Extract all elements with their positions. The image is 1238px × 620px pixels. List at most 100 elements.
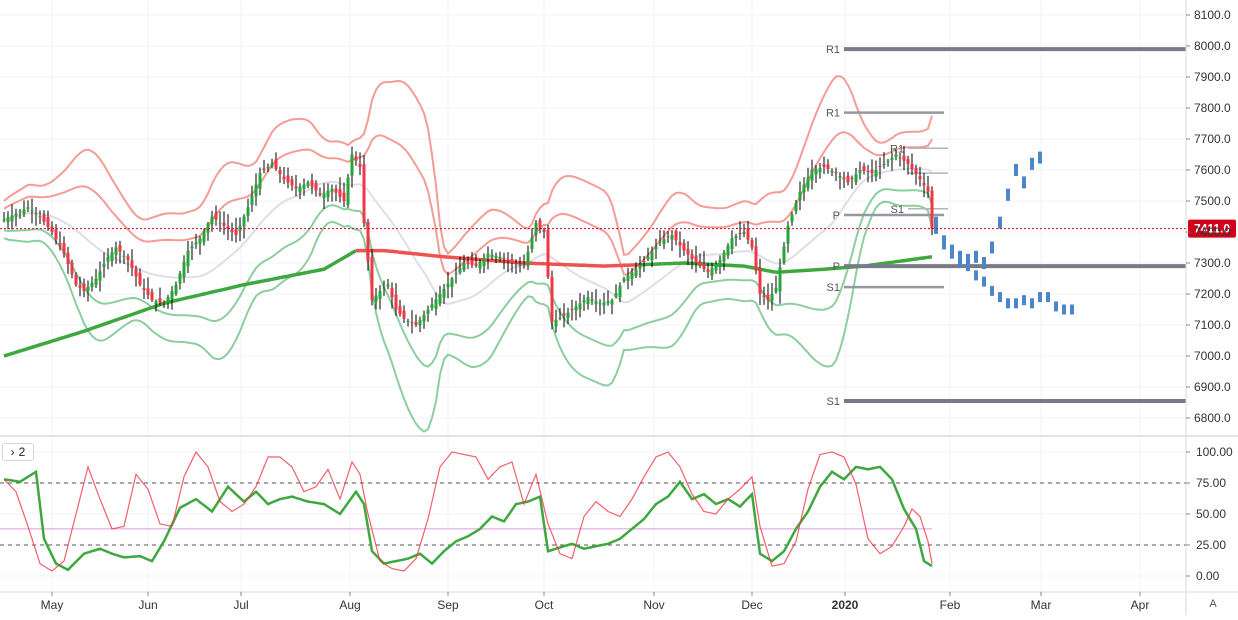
candle-body[interactable] — [502, 257, 506, 259]
candle-body[interactable] — [370, 257, 374, 301]
candle-body[interactable] — [582, 300, 586, 303]
candle-body[interactable] — [666, 236, 670, 238]
candle-body[interactable] — [618, 285, 622, 298]
candle-body[interactable] — [918, 176, 922, 180]
candle-body[interactable] — [382, 287, 386, 289]
candle-body[interactable] — [70, 262, 74, 275]
candle-body[interactable] — [402, 310, 406, 319]
candle-body[interactable] — [286, 175, 290, 183]
candle-body[interactable] — [842, 177, 846, 180]
candle-body[interactable] — [922, 183, 926, 186]
candle-body[interactable] — [822, 164, 826, 167]
candle-body[interactable] — [794, 203, 798, 212]
candle-body[interactable] — [34, 213, 38, 215]
candle-body[interactable] — [138, 272, 142, 285]
candle-body[interactable] — [478, 261, 482, 269]
candle-body[interactable] — [526, 251, 530, 267]
candle-body[interactable] — [598, 303, 602, 305]
candle-body[interactable] — [18, 211, 22, 213]
candle-body[interactable] — [90, 282, 94, 288]
candle-body[interactable] — [282, 176, 286, 180]
candle-body[interactable] — [378, 290, 382, 300]
candle-body[interactable] — [566, 312, 570, 319]
candle-body[interactable] — [490, 254, 494, 258]
candle-body[interactable] — [810, 170, 814, 181]
candle-body[interactable] — [542, 229, 546, 232]
candle-body[interactable] — [266, 166, 270, 169]
candle-body[interactable] — [22, 209, 26, 214]
candle-body[interactable] — [562, 313, 566, 316]
candle-body[interactable] — [414, 321, 418, 325]
candle-body[interactable] — [546, 229, 550, 277]
candle-body[interactable] — [366, 221, 370, 262]
candle-body[interactable] — [518, 265, 522, 267]
candle-body[interactable] — [650, 251, 654, 261]
candle-body[interactable] — [190, 246, 194, 249]
candle-body[interactable] — [658, 241, 662, 243]
candle-body[interactable] — [438, 294, 442, 304]
candle-body[interactable] — [222, 222, 226, 226]
candle-body[interactable] — [754, 246, 758, 271]
oscillator-pane-toggle[interactable]: › 2 — [2, 443, 34, 461]
candle-body[interactable] — [914, 168, 918, 175]
candle-body[interactable] — [698, 261, 702, 267]
candle-body[interactable] — [358, 163, 362, 167]
candle-body[interactable] — [798, 191, 802, 200]
candle-body[interactable] — [590, 299, 594, 301]
candle-body[interactable] — [126, 256, 130, 260]
candle-body[interactable] — [830, 171, 834, 173]
candle-body[interactable] — [506, 259, 510, 261]
candle-body[interactable] — [818, 167, 822, 173]
candle-body[interactable] — [894, 154, 898, 157]
candle-body[interactable] — [778, 267, 782, 292]
candle-body[interactable] — [602, 302, 606, 306]
candle-body[interactable] — [898, 157, 902, 159]
candle-body[interactable] — [586, 297, 590, 304]
candle-body[interactable] — [294, 186, 298, 189]
candle-body[interactable] — [394, 294, 398, 310]
candle-body[interactable] — [854, 174, 858, 183]
candle-body[interactable] — [530, 237, 534, 250]
candle-body[interactable] — [426, 309, 430, 315]
candle-body[interactable] — [158, 298, 162, 303]
candle-body[interactable] — [466, 261, 470, 265]
candle-body[interactable] — [418, 319, 422, 326]
candle-body[interactable] — [742, 232, 746, 235]
candle-body[interactable] — [214, 212, 218, 220]
candle-body[interactable] — [474, 263, 478, 267]
candle-body[interactable] — [486, 253, 490, 258]
candle-body[interactable] — [398, 306, 402, 315]
candle-body[interactable] — [170, 290, 174, 300]
candle-body[interactable] — [306, 182, 310, 187]
candle-body[interactable] — [930, 190, 934, 229]
candle-body[interactable] — [114, 247, 118, 255]
candle-body[interactable] — [910, 163, 914, 169]
candle-body[interactable] — [882, 163, 886, 166]
candle-body[interactable] — [718, 259, 722, 268]
candle-body[interactable] — [346, 177, 350, 205]
candle-body[interactable] — [134, 268, 138, 277]
candle-body[interactable] — [846, 175, 850, 183]
candle-body[interactable] — [462, 263, 466, 270]
candle-body[interactable] — [738, 232, 742, 235]
candle-body[interactable] — [86, 286, 90, 291]
candle-body[interactable] — [662, 239, 666, 245]
candle-body[interactable] — [154, 301, 158, 305]
candle-body[interactable] — [714, 264, 718, 271]
candle-body[interactable] — [886, 160, 890, 162]
candle-body[interactable] — [338, 189, 342, 197]
candle-body[interactable] — [850, 178, 854, 180]
candle-body[interactable] — [450, 278, 454, 287]
candle-body[interactable] — [614, 292, 618, 297]
price-pane[interactable]: R1 R1 R1 S1 P P S1 S1 — [0, 44, 1186, 433]
candle-body[interactable] — [790, 214, 794, 222]
candle-body[interactable] — [250, 195, 254, 205]
candle-body[interactable] — [626, 275, 630, 282]
candle-body[interactable] — [146, 288, 150, 296]
candle-body[interactable] — [94, 278, 98, 286]
candle-body[interactable] — [550, 276, 554, 322]
candle-body[interactable] — [58, 243, 62, 247]
candle-body[interactable] — [674, 230, 678, 241]
candle-body[interactable] — [178, 273, 182, 284]
